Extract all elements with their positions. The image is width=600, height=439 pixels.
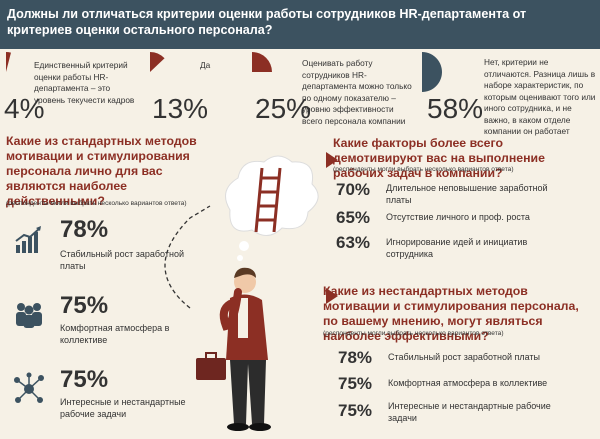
right-top-question: Какие факторы более всего демотивируют в… <box>333 136 545 180</box>
right-top-label-3: Игнорирование идей и инициатив сотрудник… <box>386 237 528 259</box>
growth-chart-icon <box>14 225 44 255</box>
right-bottom-note: (респонденты могли выбрать несколько вар… <box>323 330 504 337</box>
thinking-man-illustration <box>190 150 325 434</box>
team-icon <box>12 300 46 328</box>
right-bottom-pct-3: 75% <box>338 401 373 420</box>
arrow-right-top <box>300 150 340 170</box>
stat-text-4: Нет, критерии не отличаются. Разница лиш… <box>484 57 596 136</box>
pie-slice-1 <box>6 52 11 72</box>
left-pct-3: 75% <box>60 366 109 393</box>
stat-text-2: Да <box>200 60 211 70</box>
right-bottom-question: Какие из нестандартных методов мотивации… <box>323 284 579 343</box>
dashed-arrow-left <box>150 198 220 318</box>
left-pct-1: 78% <box>60 216 109 243</box>
arrow-right-bottom <box>300 286 340 306</box>
stat-text-3: Оценивать работу сотрудников HR-департам… <box>302 58 412 126</box>
stat-pct-1: 4% <box>4 93 45 124</box>
left-pct-2: 75% <box>60 292 109 319</box>
stat-pct-4: 58% <box>427 93 484 124</box>
left-label-1: Стабильный рост заработной платы <box>60 249 184 271</box>
pie-chart-4 <box>412 52 462 92</box>
right-top-label-1: Длительное неповышение заработной платы <box>386 183 548 205</box>
pie-chart-3 <box>252 52 292 92</box>
right-top-note: (респонденты могли выбрать несколько вар… <box>333 166 514 173</box>
right-top-label-2: Отсутствие личного и проф. роста <box>386 212 530 222</box>
pie-chart-2 <box>150 52 190 92</box>
right-top-pct-3: 63% <box>336 233 371 252</box>
left-question: Какие из стандартных методов мотивации и… <box>6 134 197 208</box>
network-icon <box>12 372 46 406</box>
pie-slice-4 <box>412 52 442 92</box>
right-top-pct-2: 65% <box>336 208 371 227</box>
left-label-2: Комфортная атмосфера в коллективе <box>60 323 170 345</box>
pie-slice-3 <box>252 52 272 72</box>
left-note: (респонденты могли выбрать несколько вар… <box>6 200 187 207</box>
stat-pct-2: 13% <box>152 93 209 124</box>
left-label-3: Интересные и нестандартные рабочие задач… <box>60 397 186 419</box>
right-bottom-label-2: Комфортная атмосфера в коллективе <box>388 378 548 388</box>
header-banner: Должны ли отличаться критерии оценки раб… <box>0 0 600 49</box>
right-top-pct-1: 70% <box>336 180 371 199</box>
right-bottom-pct-2: 75% <box>338 374 373 393</box>
pie-chart-1 <box>6 52 46 92</box>
right-bottom-pct-1: 78% <box>338 348 373 367</box>
stat-text-1: Единственный критерий оценки работы HR-д… <box>34 60 135 105</box>
header-title: Должны ли отличаться критерии оценки раб… <box>7 7 527 37</box>
right-bottom-label-1: Стабильный рост заработной платы <box>388 352 541 362</box>
stat-pct-3: 25% <box>255 93 312 124</box>
pie-slice-2 <box>150 52 165 72</box>
right-bottom-label-3: Интересные и нестандартные рабочие задач… <box>388 401 551 423</box>
